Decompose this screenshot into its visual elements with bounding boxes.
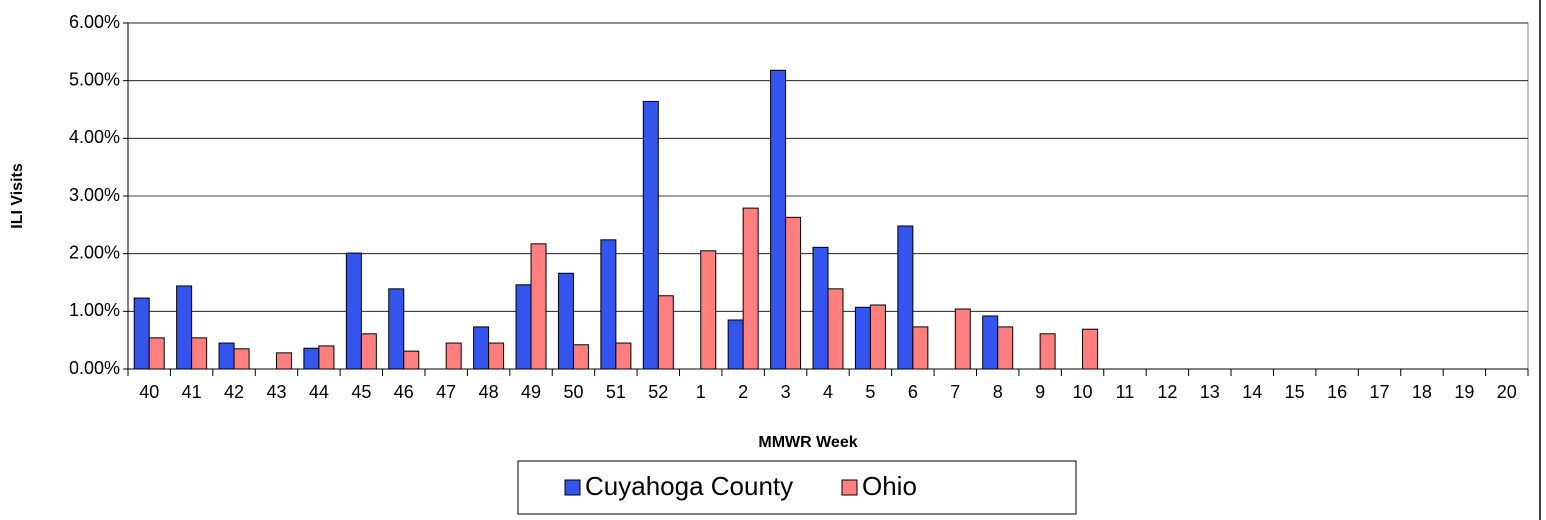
- x-tick-label: 19: [1454, 382, 1474, 402]
- bar: [785, 216, 802, 370]
- bar: [657, 295, 674, 370]
- x-tick-label: 40: [139, 382, 159, 402]
- bar: [897, 225, 914, 370]
- bar: [360, 333, 377, 370]
- x-tick-label: 8: [993, 382, 1003, 402]
- legend-swatch: [841, 479, 858, 496]
- x-tick-label: 4: [823, 382, 833, 402]
- bar: [600, 239, 617, 370]
- bar: [642, 100, 659, 370]
- bar: [403, 350, 420, 370]
- x-tick-label: 11: [1116, 382, 1135, 402]
- bar: [997, 326, 1014, 370]
- x-tick-label: 48: [479, 382, 499, 402]
- x-tick-label: 47: [436, 382, 456, 402]
- x-tick-label: 46: [394, 382, 414, 402]
- bar: [191, 337, 208, 370]
- bar: [275, 352, 292, 370]
- bar: [218, 342, 235, 370]
- y-tick-label: 0.00%: [69, 358, 120, 378]
- y-tick-label: 3.00%: [69, 185, 120, 205]
- x-tick-label: 12: [1157, 382, 1177, 402]
- bar: [742, 207, 759, 370]
- y-tick-label: 5.00%: [69, 69, 120, 89]
- bar: [1082, 328, 1099, 370]
- bar: [388, 288, 405, 370]
- bar: [615, 342, 632, 370]
- bar: [572, 344, 589, 370]
- x-tick-label: 7: [950, 382, 960, 402]
- x-tick-label: 49: [521, 382, 541, 402]
- bar: [318, 345, 335, 370]
- bar: [727, 319, 744, 370]
- bar: [488, 342, 505, 370]
- x-axis-label: MMWR Week: [758, 434, 857, 451]
- bar: [176, 285, 193, 370]
- x-tick-label: 9: [1035, 382, 1045, 402]
- bar: [1039, 333, 1056, 370]
- y-tick-label: 1.00%: [69, 300, 120, 320]
- bar: [982, 315, 999, 370]
- legend: [517, 460, 1077, 515]
- bar: [557, 272, 574, 370]
- bar: [700, 250, 717, 370]
- x-tick-label: 41: [182, 382, 202, 402]
- y-tick-label: 6.00%: [69, 12, 120, 32]
- bar: [954, 308, 971, 370]
- x-tick-label: 3: [781, 382, 791, 402]
- x-tick-label: 10: [1073, 382, 1093, 402]
- x-tick-label: 43: [266, 382, 286, 402]
- x-tick-label: 42: [224, 382, 244, 402]
- x-tick-label: 17: [1369, 382, 1389, 402]
- x-tick-label: 50: [563, 382, 583, 402]
- x-tick-label: 51: [606, 382, 626, 402]
- x-tick-label: 2: [738, 382, 748, 402]
- bar: [473, 326, 490, 370]
- bar: [854, 306, 871, 370]
- bar: [133, 297, 150, 370]
- bar: [912, 326, 929, 370]
- bar: [770, 69, 787, 370]
- x-tick-label: 20: [1497, 382, 1517, 402]
- bar: [530, 243, 547, 370]
- x-tick-label: 15: [1285, 382, 1305, 402]
- x-tick-label: 14: [1242, 382, 1262, 402]
- bar: [515, 284, 532, 370]
- legend-swatch: [564, 479, 581, 496]
- x-tick-label: 6: [908, 382, 918, 402]
- bar: [445, 342, 462, 370]
- x-tick-label: 45: [351, 382, 371, 402]
- x-tick-label: 13: [1200, 382, 1220, 402]
- x-tick-label: 52: [648, 382, 668, 402]
- legend-label: Ohio: [862, 471, 917, 501]
- x-tick-label: 16: [1327, 382, 1347, 402]
- bar: [345, 252, 362, 370]
- bar: [233, 348, 250, 370]
- y-axis-label: ILI Visits: [9, 163, 26, 229]
- bar: [812, 246, 829, 370]
- bar: [869, 304, 886, 370]
- x-tick-label: 18: [1412, 382, 1432, 402]
- x-tick-label: 1: [696, 382, 706, 402]
- bar: [148, 337, 165, 370]
- x-tick-label: 5: [865, 382, 875, 402]
- bar: [827, 288, 844, 370]
- y-tick-label: 2.00%: [69, 242, 120, 262]
- x-tick-label: 44: [309, 382, 329, 402]
- legend-label: Cuyahoga County: [585, 471, 793, 501]
- y-tick-label: 4.00%: [69, 127, 120, 147]
- bar: [303, 347, 320, 370]
